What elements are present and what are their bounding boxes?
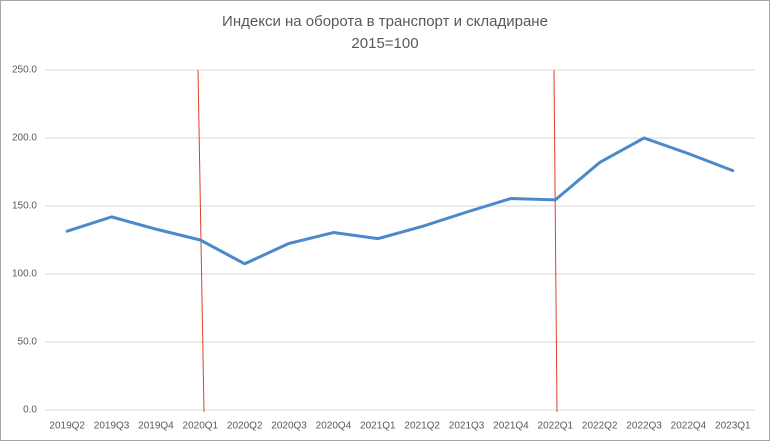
x-tick-label: 2019Q4 bbox=[138, 421, 174, 432]
x-tick-label: 2022Q4 bbox=[671, 421, 707, 432]
x-tick-label: 2021Q3 bbox=[449, 421, 485, 432]
x-tick-label: 2022Q2 bbox=[582, 421, 618, 432]
y-tick-label: 150.0 bbox=[12, 201, 37, 212]
y-tick-label: 200.0 bbox=[12, 133, 37, 144]
x-tick-label: 2021Q4 bbox=[493, 421, 529, 432]
x-tick-label: 2019Q2 bbox=[49, 421, 85, 432]
x-tick-label: 2020Q1 bbox=[183, 421, 219, 432]
x-tick-label: 2020Q4 bbox=[316, 421, 352, 432]
x-tick-label: 2022Q3 bbox=[626, 421, 662, 432]
line-series bbox=[65, 136, 735, 266]
x-tick-label: 2023Q1 bbox=[715, 421, 751, 432]
x-tick-label: 2021Q1 bbox=[360, 421, 396, 432]
y-tick-label: 0.0 bbox=[23, 405, 37, 416]
y-tick-label: 250.0 bbox=[12, 65, 37, 76]
x-tick-label: 2020Q3 bbox=[271, 421, 307, 432]
x-tick-label: 2019Q3 bbox=[94, 421, 130, 432]
chart-title: Индекси на оборота в транспорт и складир… bbox=[222, 13, 548, 30]
x-tick-label: 2022Q1 bbox=[538, 421, 574, 432]
x-tick-label: 2020Q2 bbox=[227, 421, 263, 432]
y-tick-label: 50.0 bbox=[18, 337, 38, 348]
chart-subtitle: 2015=100 bbox=[351, 35, 418, 52]
x-tick-label: 2021Q2 bbox=[404, 421, 440, 432]
annotation-line bbox=[553, 69, 558, 413]
y-tick-label: 100.0 bbox=[12, 269, 37, 280]
